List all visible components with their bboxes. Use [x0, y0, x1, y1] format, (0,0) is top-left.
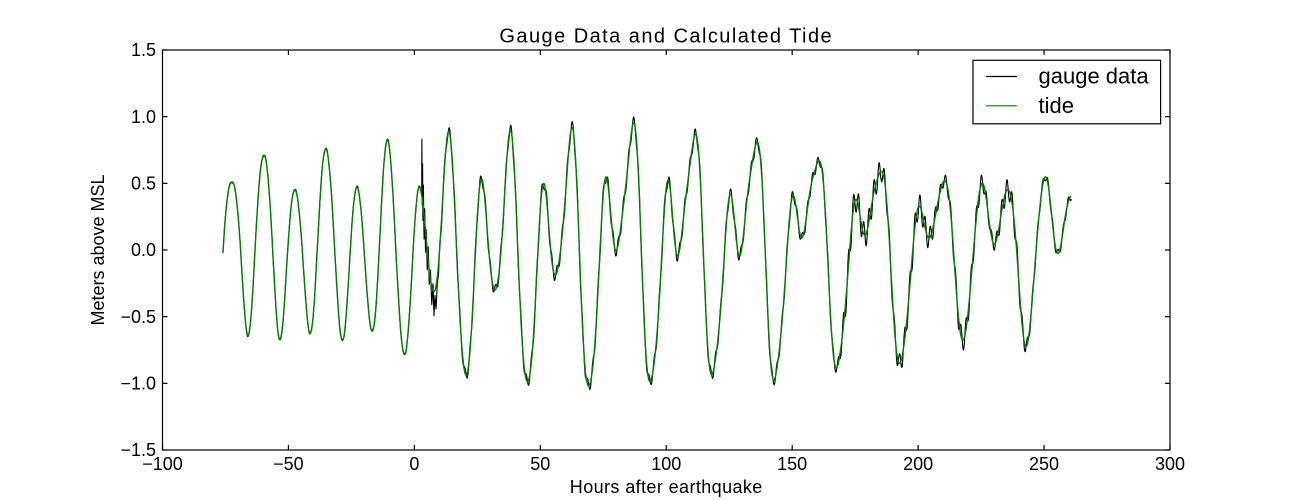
svg-text:−50: −50: [273, 454, 304, 474]
svg-text:0.0: 0.0: [131, 240, 156, 260]
svg-text:−1.0: −1.0: [120, 374, 156, 394]
svg-text:100: 100: [651, 454, 681, 474]
svg-text:Gauge Data and Calculated Tide: Gauge Data and Calculated Tide: [499, 26, 833, 48]
svg-text:300: 300: [1155, 454, 1185, 474]
svg-text:200: 200: [903, 454, 933, 474]
svg-text:Hours after earthquake: Hours after earthquake: [570, 477, 763, 497]
svg-text:150: 150: [777, 454, 807, 474]
svg-text:gauge data: gauge data: [1039, 64, 1150, 89]
svg-text:0: 0: [409, 454, 419, 474]
svg-text:tide: tide: [1039, 93, 1074, 118]
svg-text:1.5: 1.5: [131, 40, 156, 60]
svg-text:1.0: 1.0: [131, 107, 156, 127]
svg-text:50: 50: [530, 454, 550, 474]
svg-text:−100: −100: [142, 454, 183, 474]
svg-text:−0.5: −0.5: [120, 307, 156, 327]
svg-text:−1.5: −1.5: [120, 440, 156, 460]
svg-text:0.5: 0.5: [131, 174, 156, 194]
svg-text:Meters above MSL: Meters above MSL: [88, 174, 108, 325]
svg-text:250: 250: [1029, 454, 1059, 474]
